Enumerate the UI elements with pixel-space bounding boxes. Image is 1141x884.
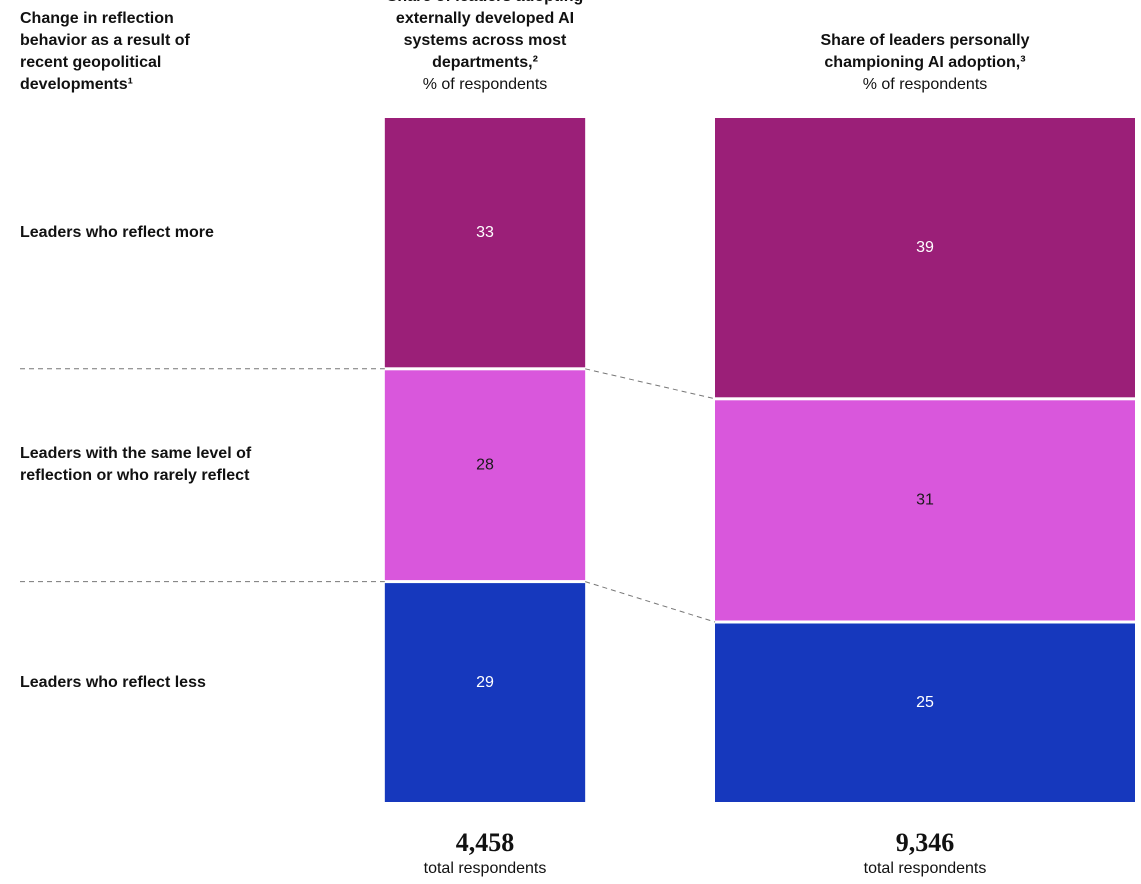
row-label: Leaders with the same level of reflectio… <box>20 445 252 485</box>
row-label: Leaders who reflect more <box>20 223 214 241</box>
bar-segment <box>715 118 1135 398</box>
column-title: Share of leaders adopting externally dev… <box>387 0 583 71</box>
row-header: Change in reflection behavior as a resul… <box>20 10 190 93</box>
total: 4,458 total respondents <box>355 828 615 880</box>
bar-segment <box>715 400 1135 621</box>
connector-line <box>585 581 716 623</box>
total-caption: total respondents <box>863 860 987 877</box>
column-title: Share of leaders personally championing … <box>820 32 1030 71</box>
bar-segment <box>384 370 586 581</box>
row-label: Leaders who reflect less <box>20 673 206 691</box>
column-header: Share of leaders adopting externally dev… <box>370 0 600 96</box>
segment-label: 33 <box>476 224 494 241</box>
bar-segment <box>715 623 1135 802</box>
total-value: 9,346 <box>895 828 955 857</box>
segment-label: 29 <box>476 674 494 691</box>
segment-label: 39 <box>916 239 934 256</box>
total-caption: total respondents <box>423 860 547 877</box>
segment-label: 25 <box>916 694 934 711</box>
bar-segment <box>384 583 586 802</box>
column-header: Share of leaders personally championing … <box>790 30 1060 96</box>
connector-line <box>585 368 716 400</box>
segment-label: 31 <box>916 492 934 509</box>
bar-segment <box>384 118 586 368</box>
column-subtitle: % of respondents <box>422 76 548 93</box>
total-value: 4,458 <box>455 828 515 857</box>
column-subtitle: % of respondents <box>862 76 988 93</box>
total: 9,346 total respondents <box>795 828 1055 880</box>
segment-label: 28 <box>476 456 494 473</box>
